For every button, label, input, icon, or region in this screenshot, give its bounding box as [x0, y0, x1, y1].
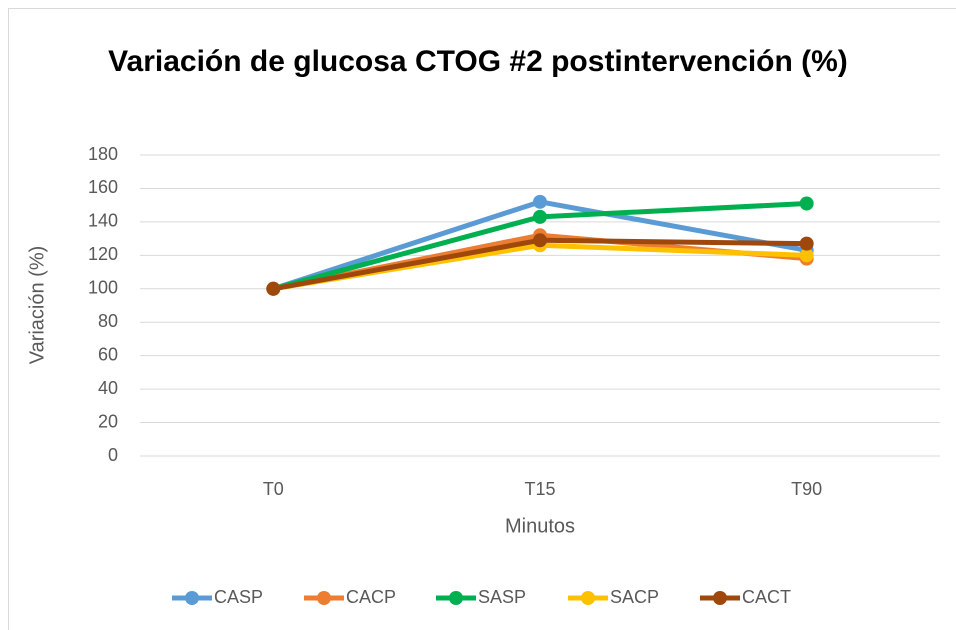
data-point — [533, 209, 547, 224]
data-point — [533, 233, 547, 248]
legend-label: CACT — [742, 587, 791, 607]
legend-marker — [581, 591, 595, 605]
y-tick-label: 80 — [98, 311, 118, 331]
legend-marker — [317, 591, 331, 605]
data-point — [266, 281, 281, 296]
legend-label: CASP — [214, 587, 263, 607]
chart-border — [8, 8, 956, 630]
legend-marker — [713, 591, 727, 605]
legend-label: SASP — [478, 587, 526, 607]
y-tick-label: 0 — [108, 445, 118, 465]
y-tick-label: 100 — [88, 278, 118, 298]
y-tick-label: 60 — [98, 344, 118, 364]
legend-marker — [449, 591, 463, 605]
data-point — [799, 248, 814, 263]
data-point — [533, 194, 547, 209]
y-tick-label: 180 — [88, 144, 118, 164]
legend-label: SACP — [610, 587, 659, 607]
x-tick-label: T90 — [791, 479, 822, 499]
chart-title: Variación de glucosa CTOG #2 postinterve… — [108, 45, 848, 78]
x-axis-label: Minutos — [505, 515, 575, 537]
data-point — [799, 236, 814, 251]
y-tick-label: 40 — [98, 378, 118, 398]
legend-label: CACP — [346, 587, 396, 607]
data-point — [799, 196, 814, 211]
y-axis-label: Variación (%) — [26, 246, 48, 365]
y-tick-label: 20 — [98, 411, 118, 431]
y-tick-label: 120 — [88, 244, 118, 264]
y-tick-label: 140 — [88, 211, 118, 231]
x-tick-label: T0 — [263, 479, 284, 499]
x-tick-label: T15 — [524, 479, 555, 499]
legend-marker — [185, 591, 199, 605]
y-tick-label: 160 — [88, 177, 118, 197]
